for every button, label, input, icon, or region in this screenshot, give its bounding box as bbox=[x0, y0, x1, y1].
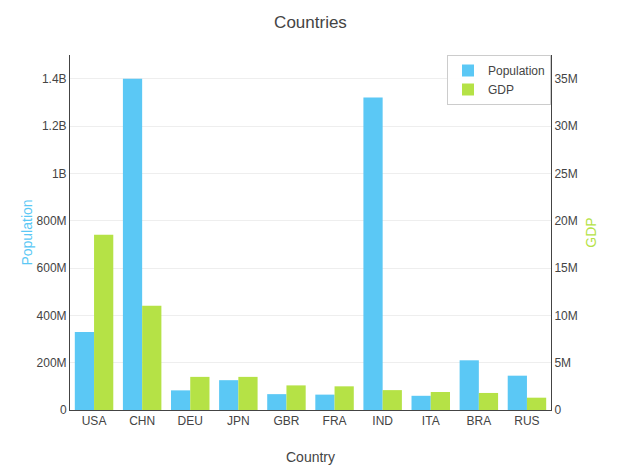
svg-text:5M: 5M bbox=[554, 356, 571, 370]
svg-text:RUS: RUS bbox=[514, 414, 539, 428]
svg-text:USA: USA bbox=[82, 414, 107, 428]
svg-text:25M: 25M bbox=[554, 167, 577, 181]
svg-text:FRA: FRA bbox=[323, 414, 347, 428]
svg-text:0: 0 bbox=[554, 403, 561, 417]
svg-text:35M: 35M bbox=[554, 72, 577, 86]
svg-text:CHN: CHN bbox=[129, 414, 155, 428]
svg-text:1.4B: 1.4B bbox=[42, 72, 67, 86]
svg-text:200M: 200M bbox=[37, 356, 67, 370]
svg-text:JPN: JPN bbox=[227, 414, 250, 428]
svg-text:IND: IND bbox=[372, 414, 393, 428]
svg-text:Countries: Countries bbox=[274, 13, 347, 32]
svg-text:ITA: ITA bbox=[422, 414, 440, 428]
svg-text:15M: 15M bbox=[554, 261, 577, 275]
svg-text:30M: 30M bbox=[554, 119, 577, 133]
svg-text:800M: 800M bbox=[37, 214, 67, 228]
svg-text:600M: 600M bbox=[37, 261, 67, 275]
svg-text:1.2B: 1.2B bbox=[42, 119, 67, 133]
svg-text:GBR: GBR bbox=[273, 414, 299, 428]
svg-text:GDP: GDP bbox=[583, 217, 599, 247]
svg-text:Population: Population bbox=[488, 64, 545, 78]
svg-text:DEU: DEU bbox=[178, 414, 203, 428]
svg-text:BRA: BRA bbox=[467, 414, 492, 428]
svg-text:400M: 400M bbox=[37, 309, 67, 323]
svg-text:GDP: GDP bbox=[488, 83, 514, 97]
svg-text:Country: Country bbox=[286, 449, 335, 465]
svg-text:20M: 20M bbox=[554, 214, 577, 228]
svg-text:0: 0 bbox=[60, 403, 67, 417]
svg-text:1B: 1B bbox=[52, 167, 67, 181]
svg-text:Population: Population bbox=[19, 199, 35, 265]
svg-text:10M: 10M bbox=[554, 309, 577, 323]
